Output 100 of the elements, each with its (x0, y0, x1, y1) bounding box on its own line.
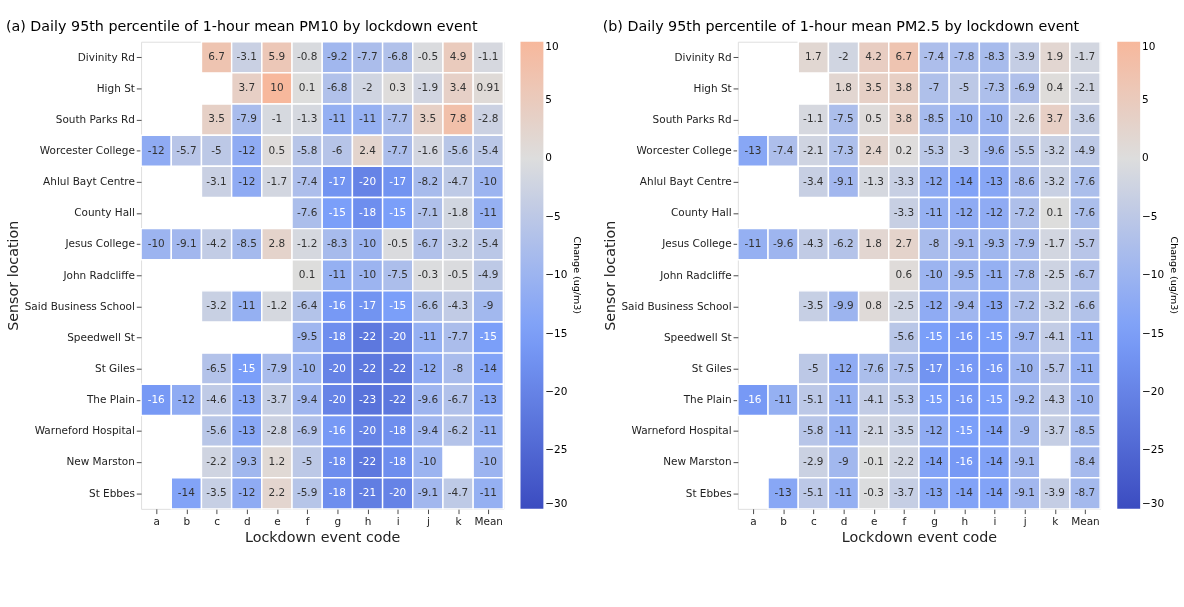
data-label: -1.7 (1074, 50, 1096, 63)
data-label: -4.1 (1044, 330, 1066, 343)
data-label: -5.6 (206, 423, 227, 436)
data-label: -14 (955, 174, 974, 187)
data-label: -1.7 (266, 174, 288, 187)
data-label: -6.4 (296, 299, 318, 312)
y-tick-label: South Parks Rd (55, 112, 135, 125)
data-label: 1.2 (268, 455, 286, 468)
x-tick-label: f (305, 514, 310, 527)
data-label: -6.7 (447, 392, 469, 405)
data-label: -4.7 (447, 486, 469, 499)
data-label: -17 (925, 361, 943, 374)
data-label: -9.6 (772, 237, 794, 250)
data-label: -9.7 (1014, 330, 1035, 343)
data-label: -0.8 (296, 50, 318, 63)
color-bar-label: −10 (545, 268, 568, 281)
data-label: -5.7 (176, 143, 197, 156)
data-label: 2.4 (865, 143, 883, 156)
data-label: -12 (955, 205, 973, 218)
data-label: 3.5 (208, 112, 225, 125)
data-label: -13 (774, 486, 792, 499)
y-tick-label: John Radcliffe (659, 268, 732, 281)
data-label: -12 (834, 361, 853, 374)
data-label: -1.8 (447, 205, 469, 218)
data-label: 6.7 (208, 50, 225, 63)
data-label: -5.8 (296, 143, 318, 156)
data-label: -7.8 (954, 50, 975, 63)
data-label: -3.5 (206, 486, 227, 499)
data-label: 0.6 (895, 268, 913, 281)
data-label: -10 (479, 174, 497, 187)
data-label: -4.9 (478, 268, 499, 281)
data-label: -9.5 (954, 268, 975, 281)
x-tick-label: k (455, 514, 463, 527)
data-label: -14 (985, 486, 1004, 499)
data-label: -9.5 (296, 330, 318, 343)
x-tick-label: e (870, 514, 878, 527)
data-label: 3.5 (865, 81, 883, 94)
data-label: -9.1 (954, 237, 975, 250)
data-label: -12 (419, 361, 437, 374)
data-label: -16 (328, 299, 346, 312)
data-label: 3.4 (449, 81, 467, 94)
chart-title: (b) Daily 95th percentile of 1-hour mean PM2.5 by lockdown event (602, 17, 1080, 34)
data-label: -1.3 (296, 112, 318, 125)
data-label: -1 (271, 112, 283, 125)
data-label: -7.7 (387, 143, 408, 156)
data-label: -9.9 (833, 299, 854, 312)
y-tick-label: The Plain (682, 393, 732, 406)
color-bar-title: Change (ug/m3) (571, 236, 583, 315)
y-tick-label: Warneford Hospital (631, 424, 732, 437)
data-label: -17 (389, 174, 407, 187)
x-tick-label: j (1022, 514, 1027, 527)
color-bar-label: −15 (545, 326, 568, 339)
data-label: -9.4 (954, 299, 975, 312)
y-tick-label: South Parks Rd (652, 112, 732, 125)
data-label: -23 (358, 392, 377, 405)
color-bar-label: −30 (545, 496, 568, 509)
data-label: -5.8 (803, 423, 824, 436)
data-label: 0.1 (298, 81, 316, 94)
data-label: -8.3 (327, 237, 348, 250)
data-label: -10 (1076, 392, 1094, 405)
data-label: 0.8 (865, 299, 883, 312)
chart-title: (a) Daily 95th percentile of 1-hour mean PM10 by lockdown event (5, 17, 478, 34)
data-label: -2.6 (1014, 112, 1035, 125)
data-label: -1.1 (478, 50, 499, 63)
data-label: -5.3 (893, 392, 915, 405)
data-label: 4.2 (865, 50, 883, 63)
data-label: -9.3 (236, 455, 257, 468)
data-label: -0.5 (387, 237, 408, 250)
data-label: -6.9 (296, 423, 318, 436)
data-label: -5.1 (803, 392, 824, 405)
data-label: -16 (147, 392, 165, 405)
data-label: -20 (328, 392, 346, 405)
data-label: -4.6 (206, 392, 227, 405)
data-label: -10 (358, 268, 377, 281)
data-label: -11 (328, 268, 346, 281)
data-label: 1.9 (1046, 50, 1064, 63)
data-label: -5.6 (447, 143, 469, 156)
x-tick-label: g (931, 514, 938, 527)
data-label: -22 (358, 330, 377, 343)
color-bar-label: −5 (1142, 209, 1158, 222)
data-label: -1.2 (266, 299, 288, 312)
data-label: -7.9 (236, 112, 257, 125)
data-label: -1.6 (417, 143, 439, 156)
y-tick-label: Jesus College (64, 237, 135, 250)
data-label: -8.6 (1014, 174, 1035, 187)
data-label: -11 (774, 392, 792, 405)
color-bar-label: −10 (1142, 268, 1165, 281)
color-bar-label: −25 (545, 443, 568, 456)
data-label: -13 (744, 143, 762, 156)
data-label: -5.3 (923, 143, 945, 156)
data-label: -8 (928, 237, 940, 250)
data-label: -5.7 (1044, 361, 1066, 374)
data-label: -4.3 (1044, 392, 1066, 405)
y-tick-label: Speedwell St (67, 330, 135, 343)
data-label: -5.6 (893, 330, 915, 343)
y-tick-label: St Ebbes (89, 486, 135, 499)
data-label: -6.6 (417, 299, 439, 312)
data-label: -3.5 (893, 423, 915, 436)
data-label: -18 (389, 423, 407, 436)
data-label: 0.1 (298, 268, 316, 281)
